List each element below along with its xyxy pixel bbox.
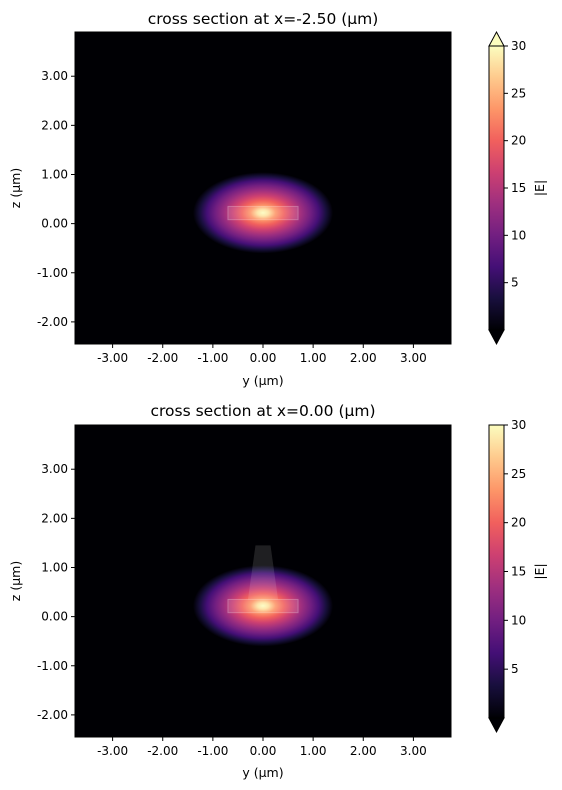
x-tick-label: -1.00 xyxy=(197,744,228,758)
y-ticks-top: -2.00 -1.00 0.00 1.00 2.00 3.00 xyxy=(37,69,75,329)
y-tick-label: 2.00 xyxy=(41,118,68,132)
y-ticks-bottom: -2.00 -1.00 0.00 1.00 2.00 3.00 xyxy=(37,462,75,722)
colorbar-tick-label: 30 xyxy=(511,418,526,432)
y-tick-label: -2.00 xyxy=(37,315,68,329)
field-map-top xyxy=(75,32,451,344)
colorbar-gradient xyxy=(489,425,504,718)
colorbar-top: 5 10 15 20 25 30 |E| xyxy=(488,30,547,346)
y-tick-label: -2.00 xyxy=(37,708,68,722)
y-tick-label: 3.00 xyxy=(41,69,68,83)
x-tick-label: 1.00 xyxy=(300,351,327,365)
y-tick-label: -1.00 xyxy=(37,266,68,280)
y-tick-label: 1.00 xyxy=(41,167,68,181)
colorbar-tick-label: 10 xyxy=(511,613,526,627)
colorbar-label: |E| xyxy=(532,180,547,196)
x-tick-label: -3.00 xyxy=(97,351,128,365)
colorbar-tick-label: 25 xyxy=(511,467,526,481)
x-tick-label: 1.00 xyxy=(300,744,327,758)
x-tick-label: 0.00 xyxy=(250,744,277,758)
x-tick-label: 3.00 xyxy=(400,744,427,758)
waveguide-ridge xyxy=(247,545,279,600)
colorbar-tick-label: 15 xyxy=(511,181,526,195)
subplot-top: cross section at x=-2.50 (μm) -3.00 -2.00… xyxy=(8,10,547,388)
chart-title-top: cross section at x=-2.50 (μm) xyxy=(148,10,379,28)
subplot-bottom: cross section at x=0.00 (μm) -3.00 -2.00-… xyxy=(8,402,547,780)
colorbar-extend-min xyxy=(488,329,505,346)
x-axis-label-top: y (μm) xyxy=(242,373,283,388)
x-ticks-top: -3.00 -2.00 -1.00 0.00 1.00 2.00 3.00 xyxy=(97,344,427,365)
y-tick-label: -1.00 xyxy=(37,659,68,673)
y-tick-label: 0.00 xyxy=(41,610,68,624)
y-tick-label: 1.00 xyxy=(41,560,68,574)
x-tick-label: -1.00 xyxy=(197,351,228,365)
y-tick-label: 2.00 xyxy=(41,511,68,525)
waveguide-slab xyxy=(227,598,299,614)
x-tick-label: 3.00 xyxy=(400,351,427,365)
x-tick-label: 2.00 xyxy=(350,744,377,758)
y-tick-label: 0.00 xyxy=(41,217,68,231)
y-axis-label-top: z (μm) xyxy=(8,168,23,208)
x-tick-label: -2.00 xyxy=(147,351,178,365)
colorbar-tick-label: 10 xyxy=(511,228,526,242)
x-tick-label: -3.00 xyxy=(97,744,128,758)
colorbar-gradient xyxy=(489,46,504,330)
colorbar-label: |E| xyxy=(532,563,547,579)
field-map-bottom xyxy=(75,425,451,737)
colorbar-tick-label: 5 xyxy=(511,276,519,290)
x-tick-label: -2.00 xyxy=(147,744,178,758)
colorbar-extend-max xyxy=(488,30,505,47)
colorbar-tick-label: 5 xyxy=(511,662,519,676)
waveguide-slab xyxy=(227,205,299,221)
colorbar-tick-label: 30 xyxy=(511,39,526,53)
colorbar-tick-label: 15 xyxy=(511,565,526,579)
colorbar-tick-label: 20 xyxy=(511,516,526,530)
x-ticks-bottom: -3.00 -2.00 -1.00 0.00 1.00 2.00 3.00 xyxy=(97,737,427,758)
x-tick-label: 0.00 xyxy=(250,351,277,365)
colorbar-tick-label: 25 xyxy=(511,86,526,100)
y-tick-label: 3.00 xyxy=(41,462,68,476)
structure-overlay-top xyxy=(227,205,299,221)
structure-overlay-bottom xyxy=(227,545,299,614)
colorbar-extend-min xyxy=(488,717,505,734)
chart-title-bottom: cross section at x=0.00 (μm) xyxy=(150,402,375,420)
y-axis-label-bottom: z (μm) xyxy=(8,561,23,601)
x-tick-label: 2.00 xyxy=(350,351,377,365)
colorbar-tick-label: 20 xyxy=(511,134,526,148)
colorbar-bottom: 5 10 15 20 25 30 |E| xyxy=(488,418,547,734)
x-axis-label-bottom: y (μm) xyxy=(242,765,283,780)
